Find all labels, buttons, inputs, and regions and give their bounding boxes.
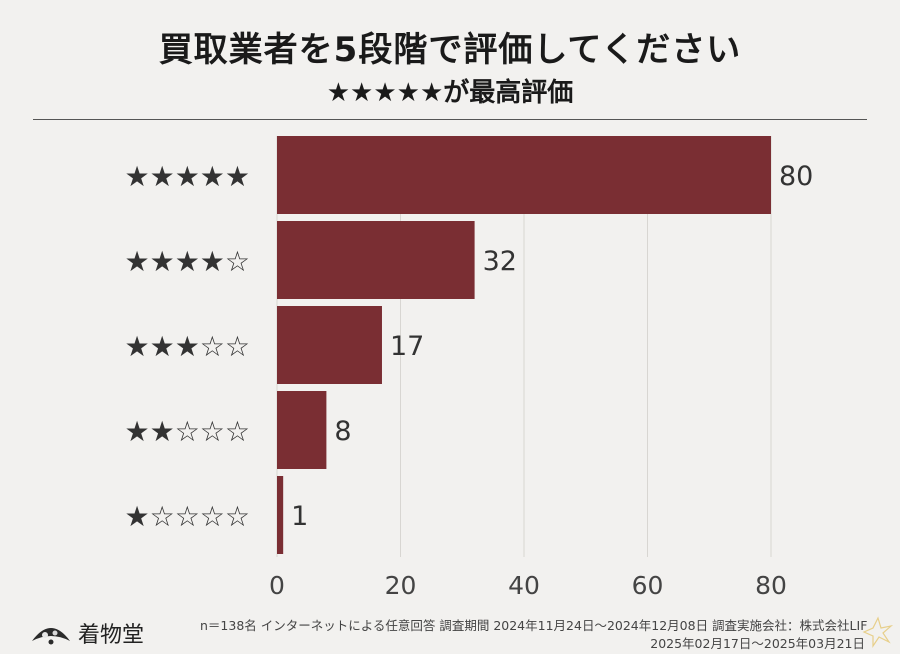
bar <box>277 221 475 299</box>
fan-icon <box>32 628 70 645</box>
data-label: 1 <box>291 501 308 532</box>
flower-ornament-icon <box>862 616 894 648</box>
bar <box>277 476 284 554</box>
category-label: ★★★★☆ <box>124 245 250 278</box>
bar <box>277 391 327 469</box>
survey-note-line1: n＝138名 インターネットによる任意回答 調査期間 2024年11月24日～2… <box>200 618 868 633</box>
chart-title: 買取業者を5段階で評価してください <box>158 30 742 70</box>
brand-name: 着物堂 <box>78 623 145 648</box>
data-label: 8 <box>334 416 351 447</box>
x-tick-label: 40 <box>508 571 540 600</box>
x-tick-label: 80 <box>755 571 787 600</box>
survey-note-line2: 2025年02月17日～2025年03月21日 <box>650 636 865 651</box>
survey-note: n＝138名 インターネットによる任意回答 調査期間 2024年11月24日～2… <box>200 617 868 653</box>
data-label: 17 <box>390 331 424 362</box>
data-label: 32 <box>483 246 517 277</box>
category-label: ★★★★★ <box>124 160 250 193</box>
category-label: ★★★☆☆ <box>124 330 250 363</box>
bar <box>277 136 771 214</box>
category-label: ★☆☆☆☆ <box>124 500 250 533</box>
brand-logo: 着物堂 <box>30 617 144 649</box>
x-tick-label: 0 <box>269 571 285 600</box>
data-label: 80 <box>779 161 813 192</box>
x-tick-label: 60 <box>632 571 664 600</box>
title-divider <box>33 119 867 120</box>
category-label: ★★☆☆☆ <box>124 415 250 448</box>
bar <box>277 306 382 384</box>
x-tick-label: 20 <box>385 571 417 600</box>
bar-chart: 80 ★★★★★ 32 ★★★★☆ 17 ★★★☆☆ 8 ★★☆☆☆ 1 ★☆☆☆☆ 0 20 40 60… <box>124 136 813 600</box>
chart-subtitle: ★★★★★が最高評価 <box>326 78 574 108</box>
